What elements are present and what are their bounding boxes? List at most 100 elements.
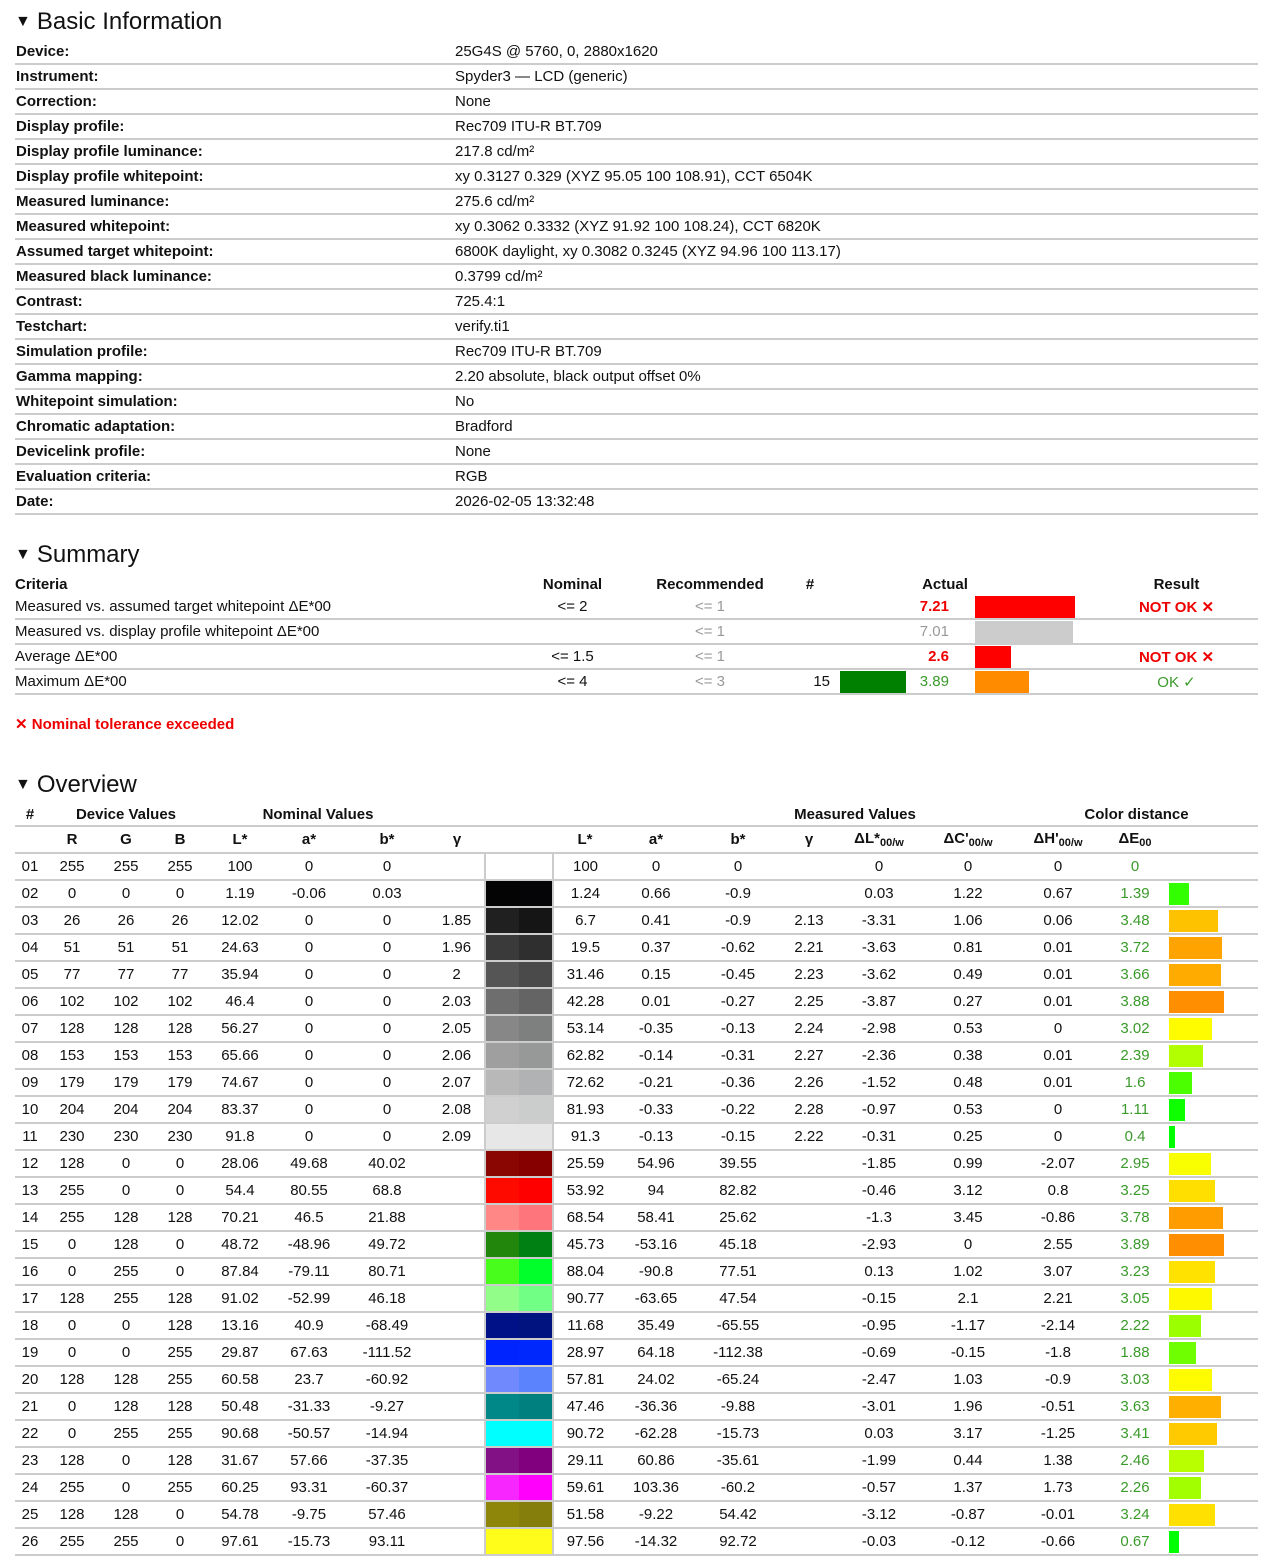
- cell-value: -0.51: [1015, 1393, 1101, 1421]
- header-criteria: Criteria: [15, 575, 68, 593]
- delta-e: 3.25: [1101, 1177, 1169, 1205]
- cell-value: 0: [99, 1474, 153, 1502]
- cell-value: 29.87: [207, 1339, 273, 1367]
- cell-value: -60.92: [345, 1366, 429, 1394]
- cell-value: 0.38: [921, 1042, 1015, 1070]
- cell-value: 13.16: [207, 1312, 273, 1340]
- info-label: Testchart:: [15, 314, 454, 340]
- color-swatch: [484, 853, 554, 881]
- info-label: Gamma mapping:: [15, 364, 454, 390]
- color-swatch: [484, 1339, 554, 1367]
- section-summary-toggle[interactable]: ▼ Summary: [15, 533, 1258, 573]
- column-header: L*: [553, 825, 617, 854]
- cell-value: 0: [99, 1339, 153, 1367]
- cell-value: 26: [45, 907, 99, 935]
- info-label: Devicelink profile:: [15, 439, 454, 465]
- patch-number: 26: [15, 1528, 45, 1556]
- overview-row: 14 255 128 128 70.21 46.5 21.88 68.54 58.41 25.62…: [15, 1204, 1258, 1232]
- cell-value: 255: [45, 1177, 99, 1205]
- delta-e: 1.88: [1101, 1339, 1169, 1367]
- cell-value: 128: [99, 1231, 153, 1259]
- measured-swatch: [519, 1259, 552, 1284]
- overview-row: 02 0 0 0 1.19 -0.06 0.03 1.24 0.66 -0.9 0.03 1.22 0.…: [15, 880, 1258, 908]
- cell-value: -0.66: [1015, 1528, 1101, 1556]
- patch-number: 21: [15, 1393, 45, 1421]
- cell-value: [781, 1312, 837, 1340]
- measured-swatch: [519, 1367, 552, 1392]
- cell-value: 0.99: [921, 1150, 1015, 1178]
- patch-number: 13: [15, 1177, 45, 1205]
- patch-number: 11: [15, 1123, 45, 1151]
- delta-e-bar: [1169, 1368, 1213, 1391]
- cell-value: 0.48: [921, 1069, 1015, 1097]
- cell-value: -65.55: [695, 1312, 781, 1340]
- cell-value: -0.62: [695, 934, 781, 962]
- cell-value: 67.63: [273, 1339, 345, 1367]
- cell-value: -2.98: [837, 1015, 921, 1043]
- cell-value: 0: [273, 1096, 345, 1124]
- cell-value: 77: [153, 961, 207, 989]
- cell-value: 1.73: [1015, 1474, 1101, 1502]
- actual: 7.21: [915, 595, 975, 620]
- cell-value: 128: [153, 1447, 207, 1475]
- cell-value: 59.61: [553, 1474, 617, 1502]
- cell-value: 68.54: [553, 1204, 617, 1232]
- cell-value: 51.58: [553, 1501, 617, 1529]
- cell-value: 128: [153, 1015, 207, 1043]
- cell-value: 51: [153, 934, 207, 962]
- delta-e: 2.26: [1101, 1474, 1169, 1502]
- cell-value: 1.03: [921, 1366, 1015, 1394]
- cell-value: -0.12: [921, 1528, 1015, 1556]
- cell-value: -1.3: [837, 1204, 921, 1232]
- cell-value: 25.62: [695, 1204, 781, 1232]
- cell-value: 26: [99, 907, 153, 935]
- cell-value: [429, 1339, 485, 1367]
- cell-value: 48.72: [207, 1231, 273, 1259]
- cell-value: 23.7: [273, 1366, 345, 1394]
- cell-value: 0.67: [1015, 880, 1101, 908]
- delta-e-bar: [1169, 1206, 1223, 1229]
- info-value: No: [454, 389, 1258, 415]
- color-swatch: [484, 1474, 554, 1502]
- info-row: Instrument: Spyder3 — LCD (generic): [15, 64, 1258, 90]
- overview-row: 26 255 255 0 97.61 -15.73 93.11 97.56 -14.32 92.7…: [15, 1528, 1258, 1556]
- cell-value: [781, 1285, 837, 1313]
- cell-value: 2.27: [781, 1042, 837, 1070]
- cell-value: 0.49: [921, 961, 1015, 989]
- color-swatch: [484, 1420, 554, 1448]
- cell-value: [429, 853, 485, 881]
- cell-value: -2.36: [837, 1042, 921, 1070]
- section-title: Basic Information: [36, 8, 223, 35]
- actual: 7.01: [915, 619, 975, 645]
- cell-value: 103.36: [617, 1474, 695, 1502]
- delta-e-bar: [1169, 1314, 1201, 1337]
- color-swatch: [484, 907, 554, 935]
- section-basic-information-toggle[interactable]: ▼ Basic Information: [15, 0, 1258, 40]
- cell-value: -0.86: [1015, 1204, 1101, 1232]
- column-header: ΔC'00/w: [921, 825, 1015, 854]
- cell-value: 47.46: [553, 1393, 617, 1421]
- cell-value: 0: [273, 934, 345, 962]
- nominal-swatch: [486, 935, 519, 960]
- section-overview-toggle[interactable]: ▼ Overview: [15, 763, 1258, 803]
- cell-value: 179: [99, 1069, 153, 1097]
- measured-swatch: [519, 1124, 552, 1149]
- cell-value: -15.73: [695, 1420, 781, 1448]
- recommended: <= 1: [630, 644, 790, 670]
- overview-row: 15 0 128 0 48.72 -48.96 49.72 45.73 -53.16 45.18-…: [15, 1231, 1258, 1259]
- cell-value: 49.72: [345, 1231, 429, 1259]
- cell-value: 91.8: [207, 1123, 273, 1151]
- cell-value: 0: [273, 988, 345, 1016]
- cell-value: 102: [99, 988, 153, 1016]
- delta-e-bar: [1169, 1530, 1179, 1553]
- actual-bar: [975, 645, 1012, 668]
- column-header: L*: [207, 825, 273, 854]
- cell-value: [429, 1231, 485, 1259]
- cell-value: 28.97: [553, 1339, 617, 1367]
- nominal-swatch: [486, 1367, 519, 1392]
- delta-e-bar: [1169, 1476, 1202, 1499]
- cell-value: 255: [153, 1366, 207, 1394]
- info-label: Measured whitepoint:: [15, 214, 454, 240]
- delta-e: 2.46: [1101, 1447, 1169, 1475]
- cell-value: -0.27: [695, 988, 781, 1016]
